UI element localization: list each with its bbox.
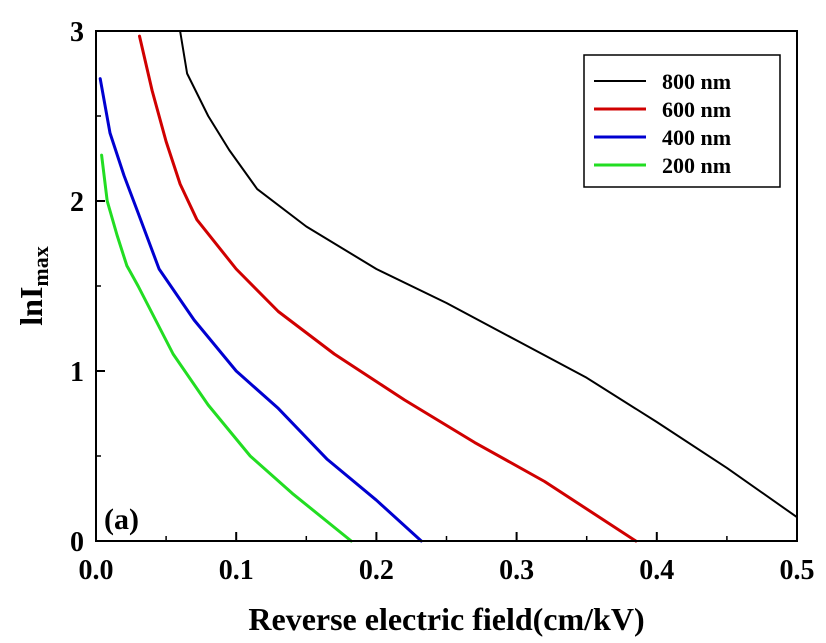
panel-label: (a) — [104, 503, 139, 536]
x-tick-label: 0.3 — [499, 555, 534, 586]
plot-frame — [95, 30, 798, 542]
y-tick-label: 0 — [70, 527, 84, 558]
y-axis-title-subscript: max — [28, 246, 53, 286]
legend-label: 800 nm — [662, 69, 731, 94]
legend-label: 600 nm — [662, 97, 731, 122]
y-axis-title-main: lnI — [13, 287, 49, 326]
legend-label: 200 nm — [662, 153, 731, 178]
axis-tick-labels: 0.0 0.1 0.2 0.3 0.4 0.5 0 1 2 3 — [70, 17, 815, 586]
legend-label: 400 nm — [662, 125, 731, 150]
x-axis-title: Reverse electric field(cm/kV) — [248, 601, 644, 637]
legend-box — [583, 54, 781, 188]
x-tick-label: 0.0 — [79, 555, 114, 586]
series-lines — [98, 30, 798, 543]
series-line-400-nm — [98, 77, 423, 543]
y-tick-label: 1 — [70, 357, 84, 388]
series-line-600-nm — [138, 34, 638, 543]
x-tick-label: 0.4 — [639, 555, 674, 586]
x-tick-label: 0.1 — [219, 555, 254, 586]
series-line-800-nm — [179, 30, 798, 519]
legend: 800 nm 600 nm 400 nm 200 nm — [583, 54, 781, 188]
series-line-200-nm — [100, 153, 353, 543]
x-tick-label: 0.2 — [359, 555, 394, 586]
y-tick-label: 3 — [70, 17, 84, 48]
y-tick-label: 2 — [70, 187, 84, 218]
x-tick-label: 0.5 — [780, 555, 815, 586]
y-axis-title: lnImax — [13, 246, 53, 325]
